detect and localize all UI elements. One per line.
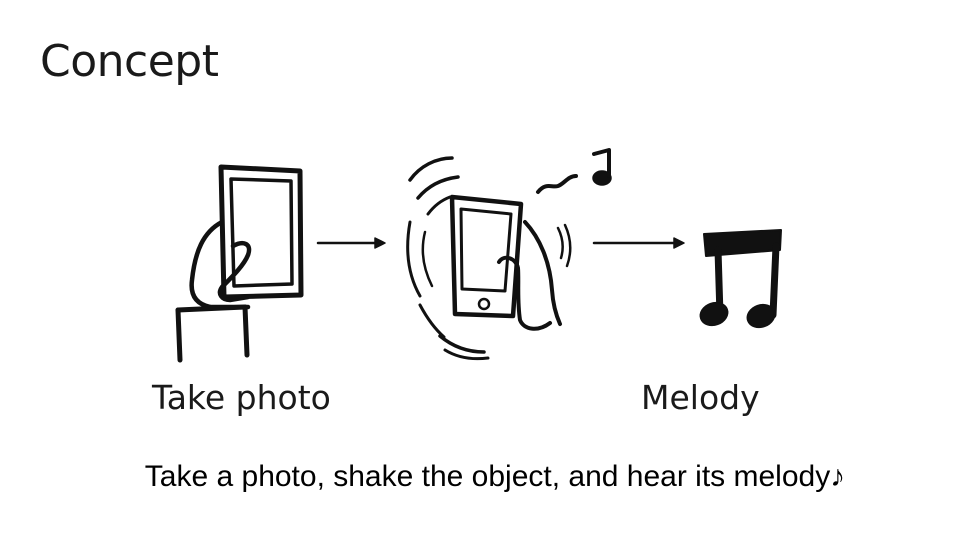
arrow-right-icon	[592, 237, 685, 249]
shaking-phone-icon	[406, 148, 612, 361]
music-notes-icon	[699, 229, 782, 329]
step-label-melody: Melody	[641, 378, 760, 417]
hand-holding-phone-icon	[175, 164, 304, 363]
slide-caption: Take a photo, shake the object, and hear…	[144, 460, 846, 493]
arrow-right-icon	[316, 237, 386, 249]
slide-title: Concept	[40, 36, 219, 87]
step-label-take-photo: Take photo	[152, 378, 331, 417]
